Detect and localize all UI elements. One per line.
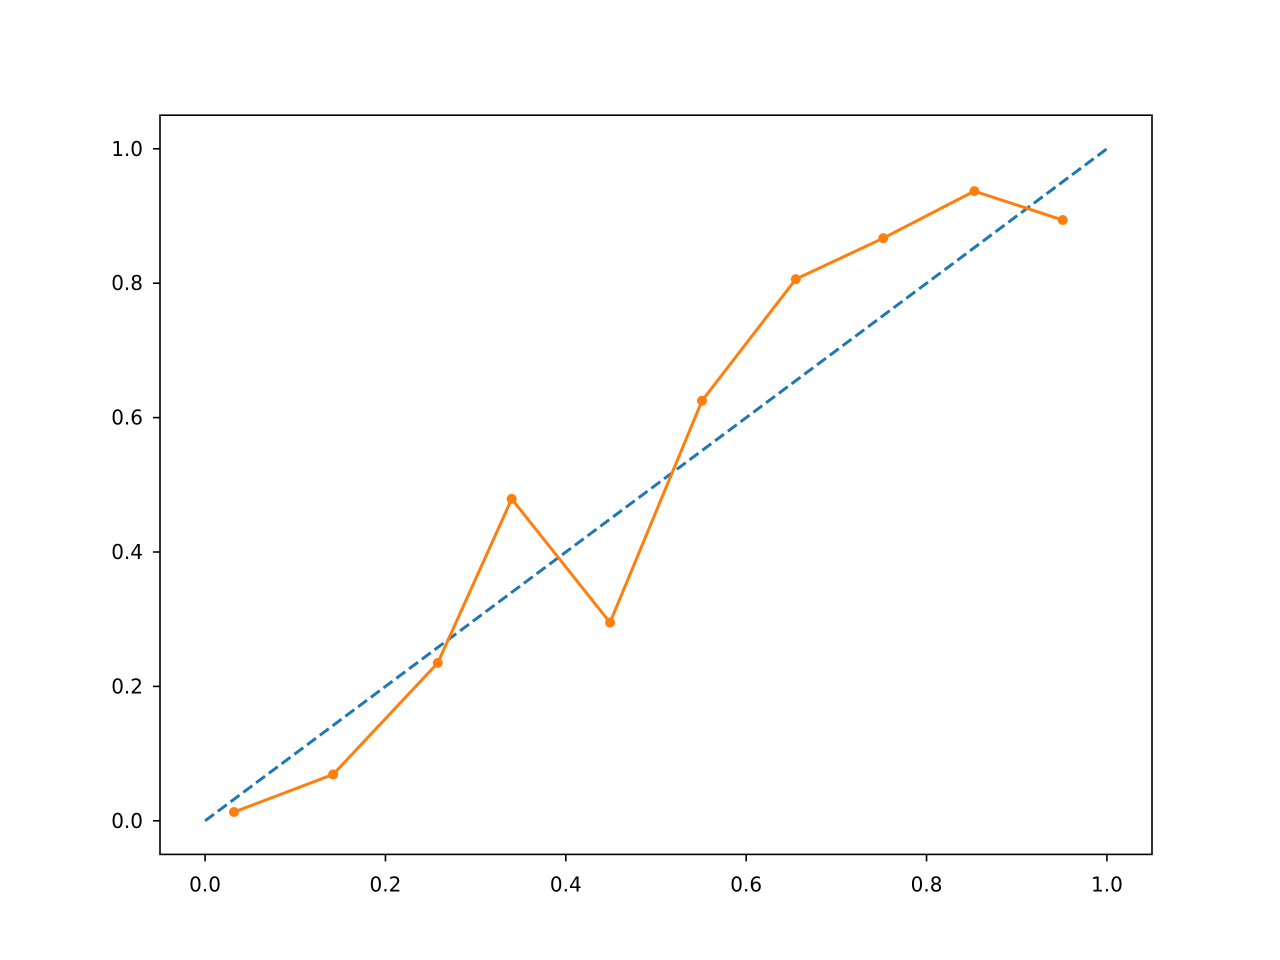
data-point xyxy=(228,807,239,818)
x-axis: 0.0 0.2 0.4 0.6 0.8 1.0 xyxy=(189,854,1123,896)
y-tick-label: 0.8 xyxy=(111,271,143,295)
x-tick-label: 0.4 xyxy=(550,872,582,896)
axes-frame xyxy=(159,114,1153,856)
data-point xyxy=(790,274,801,285)
y-tick-label: 0.6 xyxy=(111,406,143,430)
calibration-line xyxy=(233,189,1064,814)
data-point xyxy=(605,617,616,628)
data-point xyxy=(328,769,339,780)
data-point xyxy=(878,233,889,244)
x-tick-label: 0.6 xyxy=(730,872,762,896)
y-tick-label: 0.2 xyxy=(111,674,143,698)
plot-layer xyxy=(204,147,1108,823)
data-point xyxy=(969,186,980,197)
x-tick-label: 0.0 xyxy=(189,872,221,896)
y-tick-label: 0.0 xyxy=(111,809,143,833)
data-point xyxy=(506,493,517,504)
y-tick-label: 1.0 xyxy=(111,137,143,161)
reference-dashed-line xyxy=(204,147,1108,823)
x-tick-label: 0.2 xyxy=(370,872,402,896)
x-tick-label: 0.8 xyxy=(911,872,943,896)
data-point xyxy=(1057,215,1068,226)
y-tick-label: 0.4 xyxy=(111,540,143,564)
x-tick-label: 1.0 xyxy=(1091,872,1123,896)
data-point xyxy=(432,657,443,668)
y-axis: 0.0 0.2 0.4 0.6 0.8 1.0 xyxy=(111,137,160,833)
data-point xyxy=(696,395,707,406)
